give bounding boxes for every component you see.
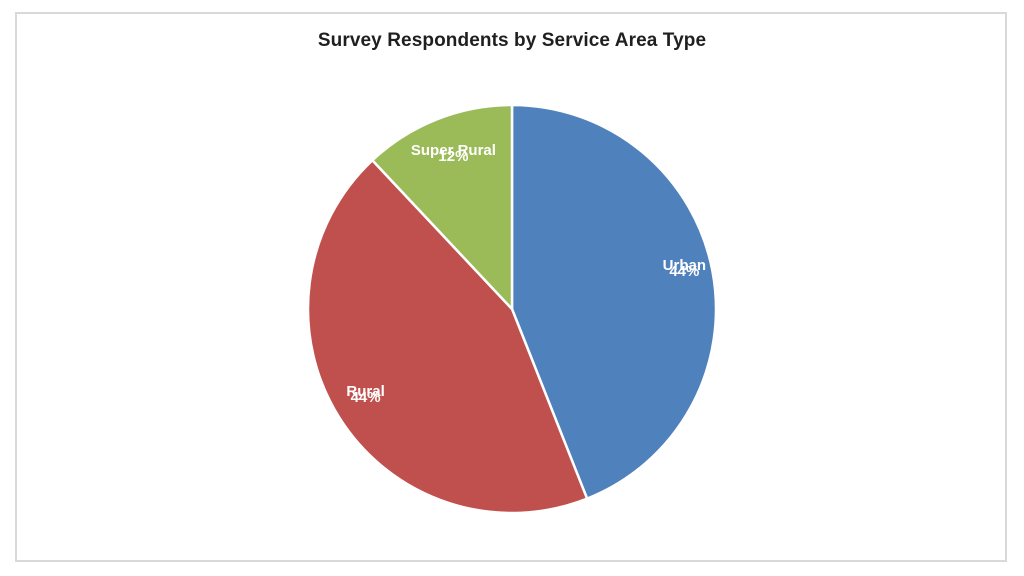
chart-title: Survey Respondents by Service Area Type (317, 30, 707, 51)
pie-label-rural: Rural (346, 383, 384, 400)
pie-label-super-rural: Super Rural (411, 142, 496, 159)
pie-value-rural: 44% (351, 389, 381, 406)
pie-slice-rural (306, 159, 589, 515)
pie-slice-super-rural (371, 103, 514, 311)
pie-value-super-rural: 12% (438, 148, 468, 165)
pie-slice-urban (510, 103, 718, 500)
pie-value-urban: 44% (669, 263, 699, 280)
pie-label-urban: Urban (663, 257, 706, 274)
